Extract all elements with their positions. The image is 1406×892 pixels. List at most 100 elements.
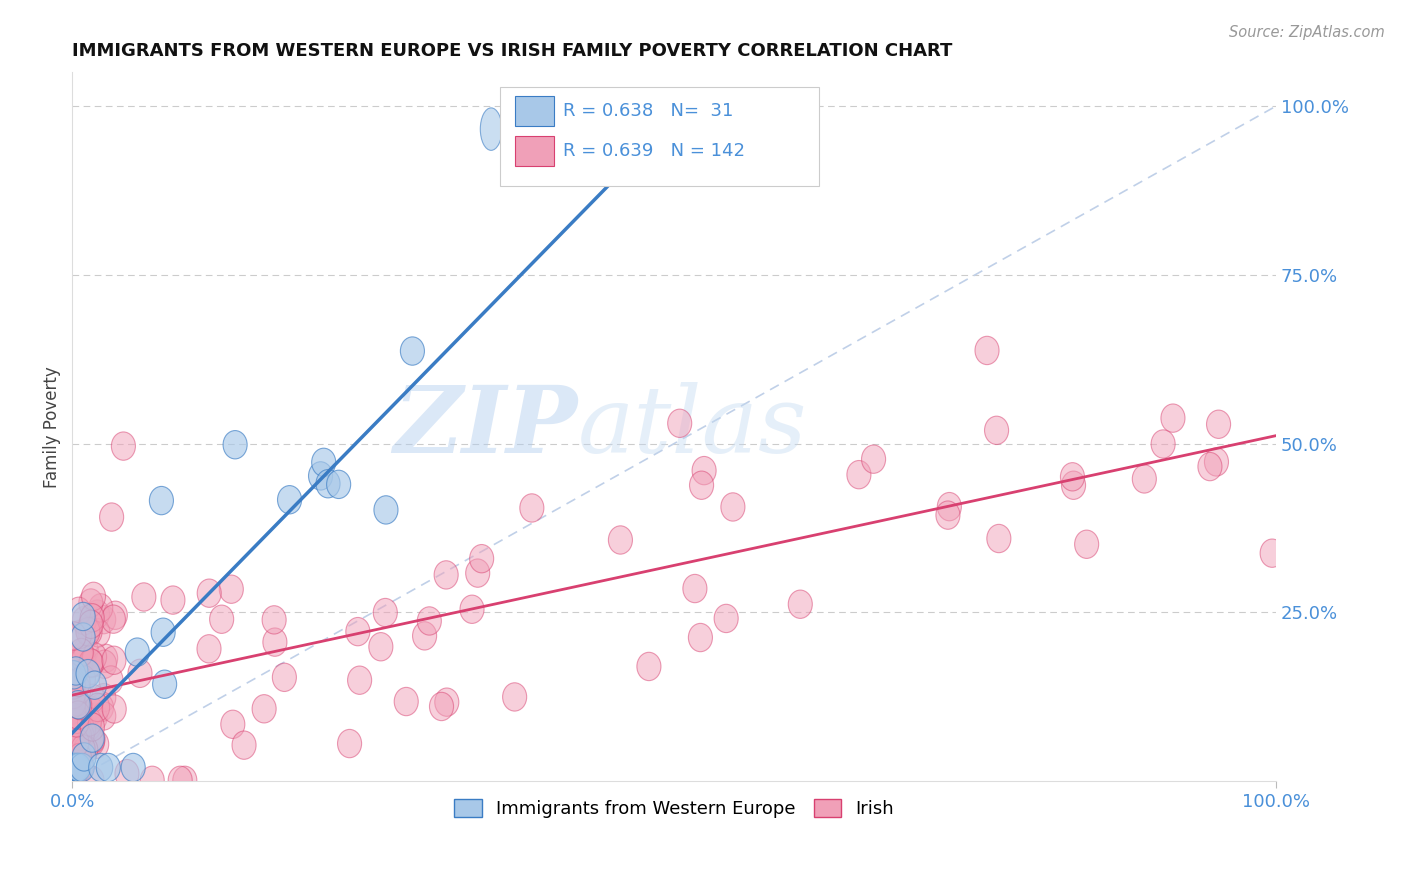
Ellipse shape [368, 632, 392, 661]
Ellipse shape [219, 575, 243, 603]
Ellipse shape [394, 688, 418, 715]
Ellipse shape [197, 635, 221, 663]
Ellipse shape [101, 646, 127, 674]
Ellipse shape [429, 692, 454, 721]
Ellipse shape [67, 722, 91, 750]
Ellipse shape [69, 753, 93, 781]
Ellipse shape [72, 715, 96, 744]
Ellipse shape [76, 658, 100, 687]
Ellipse shape [63, 735, 89, 764]
Ellipse shape [91, 606, 115, 634]
Ellipse shape [98, 665, 122, 694]
Ellipse shape [77, 712, 101, 740]
Ellipse shape [67, 676, 91, 704]
Ellipse shape [862, 445, 886, 474]
Ellipse shape [67, 706, 91, 734]
Ellipse shape [79, 648, 103, 677]
Ellipse shape [692, 457, 716, 484]
Ellipse shape [668, 409, 692, 437]
Ellipse shape [1161, 404, 1185, 433]
Ellipse shape [373, 599, 398, 627]
Ellipse shape [938, 492, 962, 521]
Ellipse shape [91, 683, 115, 712]
Ellipse shape [72, 705, 96, 733]
Ellipse shape [72, 743, 96, 771]
Ellipse shape [66, 668, 90, 697]
Ellipse shape [62, 766, 86, 795]
Ellipse shape [1132, 465, 1156, 493]
Ellipse shape [80, 684, 104, 713]
Ellipse shape [72, 665, 96, 693]
Ellipse shape [987, 524, 1011, 553]
Ellipse shape [72, 646, 96, 674]
Ellipse shape [434, 688, 458, 716]
Ellipse shape [76, 617, 100, 646]
Text: R = 0.639   N = 142: R = 0.639 N = 142 [564, 142, 745, 160]
Ellipse shape [1060, 463, 1084, 491]
Ellipse shape [689, 624, 713, 652]
Ellipse shape [1062, 471, 1085, 500]
Ellipse shape [62, 706, 86, 734]
Ellipse shape [80, 649, 104, 678]
Ellipse shape [1206, 410, 1230, 439]
Ellipse shape [150, 618, 176, 647]
Ellipse shape [62, 754, 86, 781]
Ellipse shape [326, 470, 350, 499]
Ellipse shape [80, 713, 104, 741]
Ellipse shape [149, 486, 173, 515]
Ellipse shape [128, 659, 152, 688]
Ellipse shape [94, 644, 118, 673]
Ellipse shape [273, 663, 297, 691]
Ellipse shape [312, 448, 336, 476]
Ellipse shape [460, 595, 484, 624]
Ellipse shape [1198, 452, 1222, 481]
Ellipse shape [93, 650, 117, 679]
Ellipse shape [62, 661, 86, 689]
Ellipse shape [86, 693, 110, 722]
Ellipse shape [277, 485, 302, 514]
Ellipse shape [502, 682, 527, 711]
Ellipse shape [721, 492, 745, 521]
Ellipse shape [80, 766, 104, 795]
Ellipse shape [63, 706, 87, 734]
Ellipse shape [79, 697, 104, 725]
Ellipse shape [67, 620, 91, 648]
Ellipse shape [77, 617, 103, 646]
Ellipse shape [66, 754, 90, 781]
Ellipse shape [308, 462, 333, 490]
Ellipse shape [79, 610, 103, 639]
Ellipse shape [62, 754, 86, 781]
Ellipse shape [609, 525, 633, 554]
Ellipse shape [481, 108, 502, 151]
Ellipse shape [418, 607, 441, 635]
Ellipse shape [63, 754, 87, 781]
Ellipse shape [62, 740, 86, 769]
Ellipse shape [141, 766, 165, 795]
Ellipse shape [125, 638, 149, 666]
Ellipse shape [846, 460, 870, 489]
Y-axis label: Family Poverty: Family Poverty [44, 366, 60, 488]
Ellipse shape [683, 574, 707, 603]
Ellipse shape [72, 642, 96, 671]
Ellipse shape [111, 432, 135, 460]
Ellipse shape [984, 417, 1008, 444]
Ellipse shape [63, 663, 87, 690]
Ellipse shape [80, 604, 104, 632]
Ellipse shape [72, 607, 96, 635]
Ellipse shape [65, 671, 89, 699]
Ellipse shape [1260, 539, 1284, 567]
Ellipse shape [76, 615, 100, 644]
Ellipse shape [224, 431, 247, 458]
Text: Source: ZipAtlas.com: Source: ZipAtlas.com [1229, 25, 1385, 40]
Ellipse shape [91, 702, 115, 730]
Ellipse shape [89, 594, 112, 622]
Ellipse shape [80, 728, 104, 756]
Ellipse shape [69, 715, 93, 743]
Ellipse shape [789, 591, 813, 618]
Ellipse shape [73, 735, 98, 764]
Ellipse shape [82, 582, 105, 610]
Ellipse shape [70, 722, 94, 750]
Ellipse shape [1074, 530, 1098, 558]
Legend: Immigrants from Western Europe, Irish: Immigrants from Western Europe, Irish [447, 791, 901, 825]
Ellipse shape [637, 652, 661, 681]
